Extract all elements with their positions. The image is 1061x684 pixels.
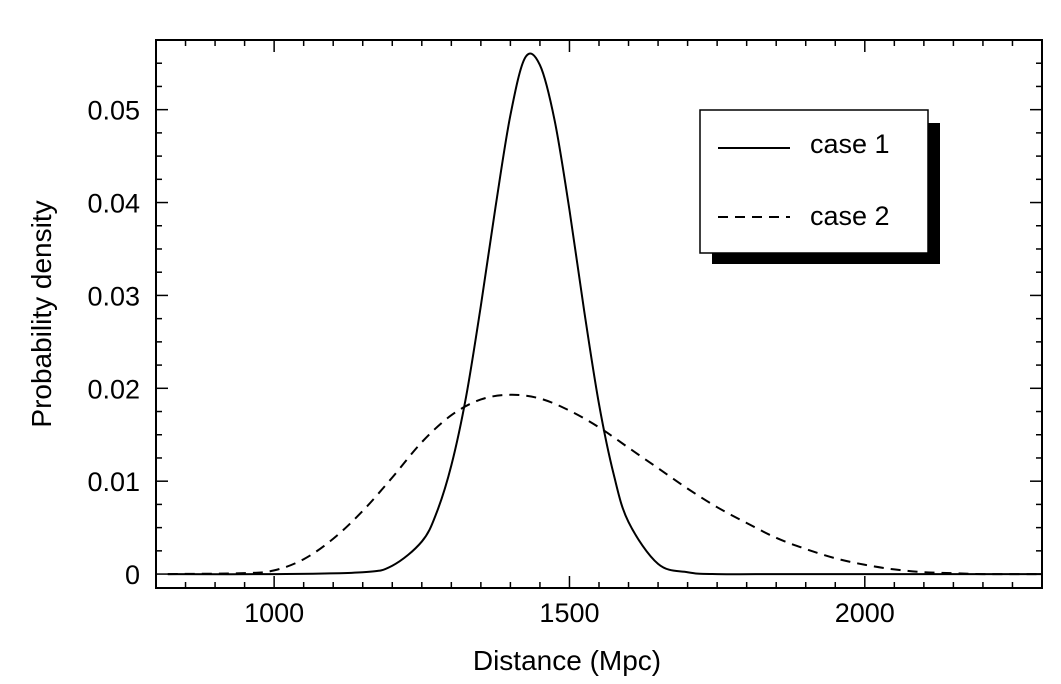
series-line-case-2	[167, 393, 1043, 576]
y-axis-title: Probability density	[26, 200, 57, 427]
legend-label-case-1: case 1	[810, 129, 890, 159]
legend-label-case-2: case 2	[810, 201, 890, 231]
x-axis-title: Distance (Mpc)	[473, 645, 661, 676]
axis-ticks: 1000 1500 2000 0 0.01 0.02 0.03 0.04 0.05	[87, 40, 1043, 628]
legend: case 1 case 2	[699, 109, 940, 264]
x-tick-label: 1500	[539, 598, 599, 628]
series-line-case-1	[167, 52, 1042, 576]
series-lines	[167, 52, 1043, 576]
x-tick-label: 1000	[244, 598, 304, 628]
y-tick-label: 0.03	[87, 281, 140, 311]
y-tick-label: 0.04	[87, 189, 140, 219]
x-tick-label: 2000	[835, 598, 895, 628]
y-tick-label: 0	[125, 560, 140, 590]
y-tick-label: 0.02	[87, 374, 140, 404]
y-tick-label: 0.01	[87, 467, 140, 497]
legend-box	[699, 109, 929, 254]
y-tick-label: 0.05	[87, 96, 140, 126]
